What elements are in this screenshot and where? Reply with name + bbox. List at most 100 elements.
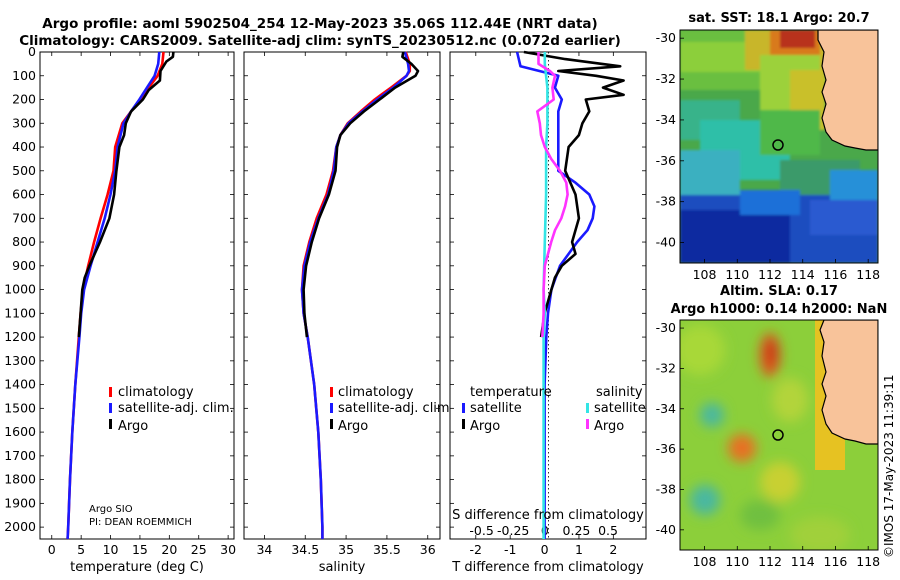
x-tick-label: 30 <box>220 542 236 557</box>
y-tick-label: -36 <box>656 153 676 168</box>
depth-tick-label: 2000 <box>4 519 36 534</box>
y-tick-label: -36 <box>656 441 676 456</box>
y-tick-label: -30 <box>656 30 676 45</box>
credit-line2: PI: DEAN ROEMMICH <box>89 517 192 528</box>
x-tick-label: 0 <box>48 542 56 557</box>
depth-tick-label: 800 <box>12 234 36 249</box>
y-tick-label: -40 <box>656 522 676 537</box>
legend-swatch-sal-argo <box>586 419 589 429</box>
legend-swatch-climatology <box>330 387 333 397</box>
legend-label-satellite: satellite-adj. clim. <box>338 401 454 416</box>
series-line-salinity-satellite <box>542 52 549 539</box>
legend-label-climatology: climatology <box>118 385 194 400</box>
x-tick-label: 108 <box>693 554 717 569</box>
sla-map-image <box>680 320 878 550</box>
salinity-axes-frame <box>243 51 441 540</box>
y-tick-label: -32 <box>656 360 676 375</box>
top-tick-label: -0.25 <box>497 523 529 538</box>
top-tick-label: 0.5 <box>598 523 618 538</box>
x-tick-label: 0 <box>541 542 549 557</box>
depth-tick-label: 1700 <box>4 448 36 463</box>
x-tick-label: 35 <box>338 542 354 557</box>
x-tick-label: 25 <box>191 542 207 557</box>
legend-label-satellite: satellite-adj. clim. <box>118 401 234 416</box>
figure-title-line2: Climatology: CARS2009. Satellite-adj cli… <box>19 33 621 49</box>
x-tick-label: 36 <box>420 542 436 557</box>
depth-axis-labels: 0 100 200 300 400 500 600 700 800 900 1000 1100 1200… <box>4 44 36 534</box>
sla-map-frame <box>679 319 879 551</box>
y-tick-label: -38 <box>656 481 676 496</box>
x-tick-label: 112 <box>758 554 782 569</box>
x-tick-label: 1 <box>575 542 583 557</box>
depth-tick-label: 900 <box>12 258 36 273</box>
salinity-legend: climatology satellite-adj. clim. Argo <box>330 385 454 434</box>
depth-tick-label: 200 <box>12 92 36 107</box>
salinity-xlabel: salinity <box>319 560 366 575</box>
sst-map: sat. SST: 18.1 Argo: 20.7 <box>656 11 881 282</box>
series-line-salinity-argo <box>535 52 569 338</box>
x-tick-label: 118 <box>856 554 880 569</box>
x-tick-label: 114 <box>791 267 815 282</box>
x-tick-label: 5 <box>77 542 85 557</box>
top-tick-label: 0.25 <box>563 523 591 538</box>
legend-title-salinity: salinity <box>596 385 643 400</box>
depth-tick-label: 1000 <box>4 282 36 297</box>
salinity-panel: 34 34.5 35 35.5 36 salinity climatology sate… <box>243 51 454 575</box>
x-tick-label: 20 <box>161 542 177 557</box>
y-tick-label: -34 <box>656 112 676 127</box>
depth-tick-label: 1200 <box>4 329 36 344</box>
x-tick-label: 110 <box>725 267 749 282</box>
x-tick-label: 34.5 <box>291 542 319 557</box>
difference-legend: temperature salinity satellite Argo sate… <box>462 385 646 434</box>
sst-map-frame <box>679 29 879 264</box>
y-tick-label: -40 <box>656 235 676 250</box>
depth-tick-label: 1900 <box>4 495 36 510</box>
sla-map: Altim. SLA: 0.17 Argo h1000: 0.14 h2000:… <box>656 284 888 569</box>
depth-tick-label: 1600 <box>4 424 36 439</box>
legend-title-temperature: temperature <box>470 385 552 400</box>
legend-swatch-sal-satellite <box>586 403 589 413</box>
credit-line1: Argo SIO <box>89 504 133 515</box>
series-line-argo <box>77 51 175 338</box>
x-tick-label: 15 <box>132 542 148 557</box>
imos-timestamp: ©IMOS 17-May-2023 11:39:11 <box>882 374 896 558</box>
x-tick-label: 114 <box>791 554 815 569</box>
temperature-axes-frame <box>39 51 235 540</box>
legend-swatch-satellite <box>109 403 112 413</box>
depth-tick-label: 500 <box>12 163 36 178</box>
legend-swatch-argo <box>330 419 333 429</box>
sst-map-image <box>680 30 878 263</box>
depth-tick-label: 400 <box>12 139 36 154</box>
y-tick-label: -30 <box>656 320 676 335</box>
series-line-temperature-argo <box>523 50 625 338</box>
x-tick-label: 10 <box>103 542 119 557</box>
x-tick-label: 118 <box>856 267 880 282</box>
legend-label-temp-satellite: satellite <box>470 401 522 416</box>
x-tick-label: 35.5 <box>373 542 401 557</box>
series-line-argo <box>302 51 420 338</box>
x-tick-label: 116 <box>824 267 848 282</box>
depth-tick-label: 1100 <box>4 305 36 320</box>
legend-label-sal-argo: Argo <box>594 419 624 434</box>
x-tick-label: 112 <box>758 267 782 282</box>
legend-label-argo: Argo <box>338 419 368 434</box>
x-tick-label: 116 <box>824 554 848 569</box>
temperature-panel: 0 5 10 15 20 25 30 temperature (deg C) climato… <box>39 51 236 575</box>
legend-swatch-temp-satellite <box>462 403 465 413</box>
difference-top-label: S difference from climatology <box>452 508 644 523</box>
top-tick-label: -0.5 <box>469 523 493 538</box>
legend-label-argo: Argo <box>118 419 148 434</box>
argo-position-marker <box>772 139 784 151</box>
legend-swatch-satellite <box>330 403 333 413</box>
depth-tick-label: 600 <box>12 187 36 202</box>
depth-tick-label: 700 <box>12 210 36 225</box>
legend-swatch-climatology <box>109 387 112 397</box>
legend-swatch-temp-argo <box>462 419 465 429</box>
sla-map-title-line1: Altim. SLA: 0.17 <box>720 284 838 299</box>
figure-title-line1: Argo profile: aoml 5902504_254 12-May-20… <box>42 16 597 32</box>
x-tick-label: -1 <box>504 542 516 557</box>
x-tick-label: 34 <box>256 542 272 557</box>
land-mass <box>819 320 878 445</box>
x-tick-label: 110 <box>725 554 749 569</box>
